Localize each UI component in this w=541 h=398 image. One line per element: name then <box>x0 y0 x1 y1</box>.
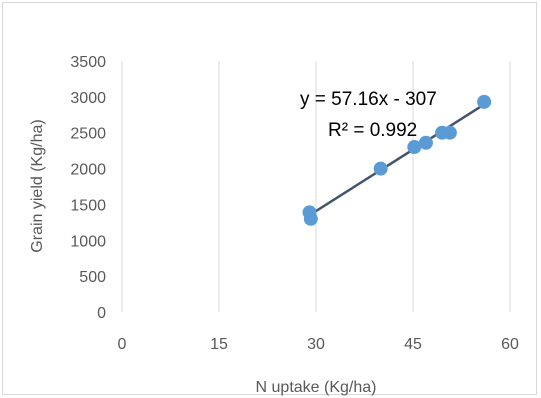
trendline <box>308 103 485 217</box>
y-axis-label: Grain yield (Kg/ha) <box>29 119 46 252</box>
x-tick-label: 30 <box>307 336 325 353</box>
y-tick-label: 2000 <box>70 162 106 179</box>
y-tick-label: 3000 <box>70 90 106 107</box>
y-tick-label: 1500 <box>70 197 106 214</box>
data-point <box>418 135 433 150</box>
y-tick-label: 0 <box>97 305 106 322</box>
x-tick-label: 0 <box>118 336 127 353</box>
data-point <box>442 125 457 140</box>
r-squared-label: R² = 0.992 <box>328 120 417 141</box>
y-tick-label: 3500 <box>70 54 106 71</box>
data-point <box>477 94 492 109</box>
y-tick-label: 500 <box>79 269 106 286</box>
data-point <box>303 211 318 226</box>
tick-labels: 0 15 30 45 60 0 500 1000 1500 2000 2500 3000 3500 <box>70 54 519 353</box>
x-tick-label: 60 <box>501 336 519 353</box>
data-point <box>373 161 388 176</box>
x-tick-label: 15 <box>210 336 228 353</box>
y-tick-label: 1000 <box>70 233 106 250</box>
x-axis-label: N uptake (Kg/ha) <box>256 379 377 396</box>
trendline-equation: y = 57.16x - 307 <box>300 89 437 110</box>
x-tick-label: 45 <box>404 336 422 353</box>
data-points <box>302 94 492 226</box>
chart-frame <box>2 2 537 395</box>
gridlines <box>121 61 511 312</box>
trendline-layer <box>308 103 485 217</box>
y-tick-label: 2500 <box>70 126 106 143</box>
data-point <box>407 140 422 155</box>
